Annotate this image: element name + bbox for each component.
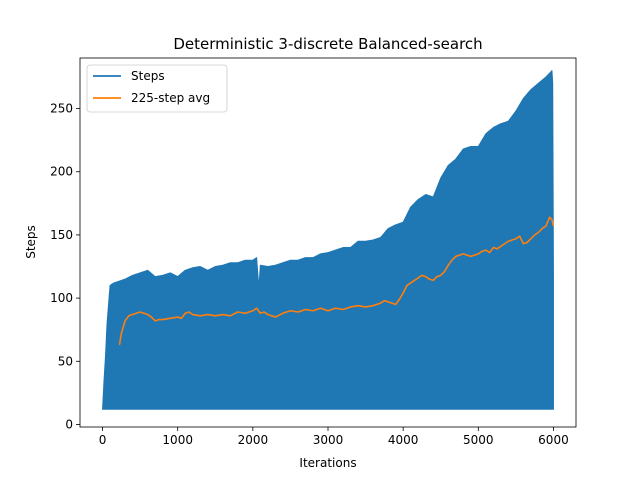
steps-series-area <box>102 70 554 410</box>
x-tick-label: 2000 <box>238 433 269 447</box>
legend-entry: Steps <box>131 69 165 83</box>
avg-series-line <box>118 216 555 345</box>
x-tick-label: 5000 <box>463 433 494 447</box>
y-tick-label: 150 <box>50 228 73 242</box>
y-tick-label: 50 <box>58 354 73 368</box>
y-tick-label: 0 <box>65 417 73 431</box>
chart-title: Deterministic 3-discrete Balanced-search <box>173 35 482 53</box>
x-tick-label: 0 <box>99 433 107 447</box>
legend-entry: 225-step avg <box>131 91 210 105</box>
legend: Steps 225-step avg <box>86 64 228 113</box>
x-tick-label: 4000 <box>388 433 419 447</box>
y-axis-label: Steps <box>24 225 38 259</box>
x-tick-label: 3000 <box>313 433 344 447</box>
x-tick-label: 6000 <box>538 433 569 447</box>
legend-box <box>86 64 228 113</box>
y-axis: 0 50 100 150 200 250 <box>50 102 80 431</box>
x-tick-label: 1000 <box>162 433 193 447</box>
plot-area <box>79 57 577 428</box>
x-axis: 0 1000 2000 3000 4000 5000 6000 <box>99 427 569 447</box>
y-tick-label: 250 <box>50 102 73 116</box>
y-tick-label: 100 <box>50 291 73 305</box>
x-axis-label: Iterations <box>299 456 356 470</box>
y-tick-label: 200 <box>50 165 73 179</box>
